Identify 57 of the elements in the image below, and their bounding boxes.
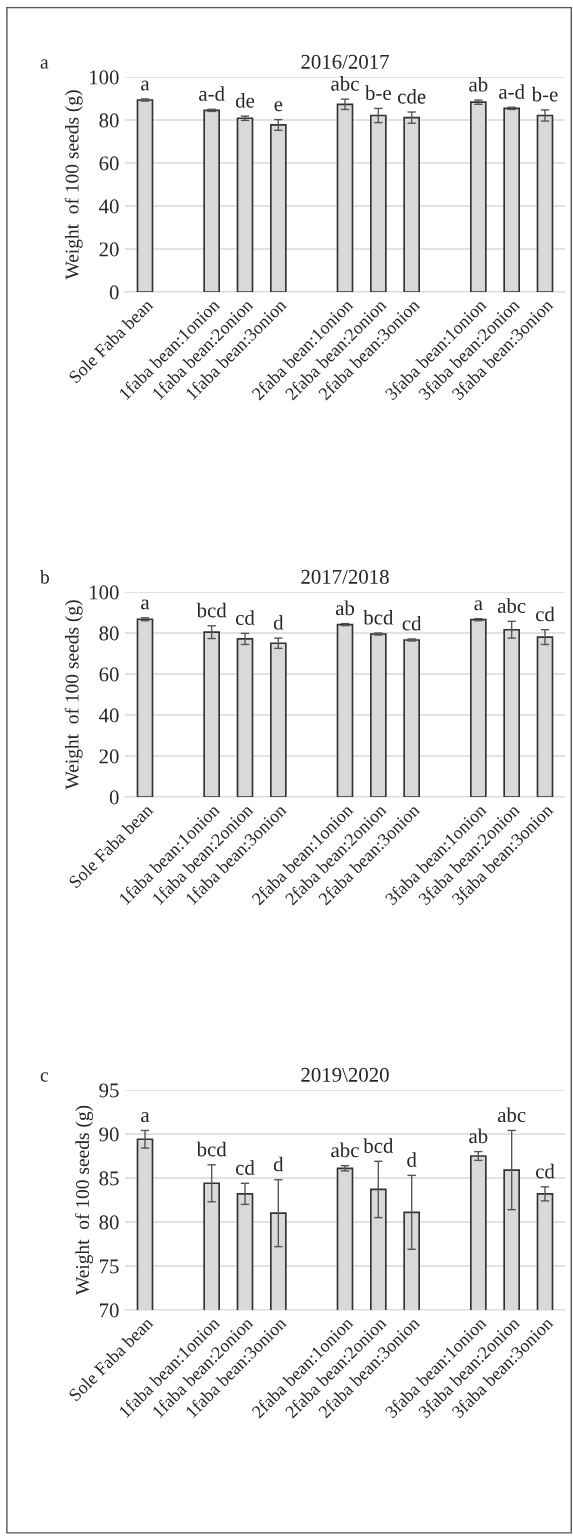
y-axis-title: Weight of 100 seeds (g)	[64, 90, 83, 280]
data-label: cd	[535, 1163, 555, 1179]
y-tick-label: 40	[99, 708, 119, 723]
y-tick-label: 100	[90, 70, 119, 85]
data-label: a	[141, 80, 150, 91]
text: a	[40, 59, 49, 69]
data-label: b-e	[531, 86, 558, 102]
y-tick-label: 95	[99, 1083, 119, 1098]
data-label: e	[274, 101, 283, 112]
y-tick-label: 40	[99, 199, 119, 214]
data-label: cd	[535, 606, 555, 622]
y-tick-label: 85	[99, 1171, 119, 1186]
data-label: bcd	[363, 1138, 394, 1153]
data-label: d	[407, 1152, 417, 1167]
y-tick-label: 20	[99, 242, 119, 257]
chart-title: 2016/2017	[301, 54, 389, 69]
data-label: a	[474, 600, 483, 611]
data-label: abc	[497, 1107, 526, 1123]
text: b	[40, 570, 49, 584]
data-label: a-d	[199, 86, 225, 101]
data-label: d	[273, 1156, 284, 1172]
y-tick-label: 90	[99, 1127, 119, 1142]
data-label: cd	[402, 615, 422, 631]
data-label: b-e	[365, 85, 391, 100]
y-tick-label: 70	[99, 1303, 119, 1318]
y-tick-label: 60	[99, 667, 119, 682]
y-tick-label: 75	[99, 1259, 119, 1274]
data-label: abc	[331, 76, 359, 91]
y-tick-label: 80	[99, 113, 119, 128]
data-label: bcd	[196, 1141, 227, 1157]
data-label: bcd	[196, 602, 227, 618]
data-label: cd	[235, 1160, 255, 1175]
y-tick-label: 80	[99, 1215, 119, 1230]
y-tick-label: 0	[109, 790, 119, 805]
y-tick-label: 100	[90, 585, 119, 600]
chart-title: 2017/2018	[301, 569, 389, 584]
data-label: cde	[398, 88, 426, 104]
data-label: bcd	[363, 609, 394, 625]
data-label: abc	[331, 1142, 359, 1158]
y-axis-title: Weight of 100 seeds (g)	[75, 1105, 94, 1296]
chart-title: 2019\2020	[301, 1067, 389, 1082]
data-label: a	[141, 599, 150, 610]
data-label: d	[273, 615, 284, 630]
data-label: de	[235, 93, 255, 108]
data-label: a	[141, 1112, 150, 1123]
y-tick-label: 0	[109, 285, 119, 300]
y-tick-label: 80	[99, 626, 119, 641]
y-tick-label: 60	[99, 156, 119, 171]
data-label: ab	[469, 1128, 488, 1144]
text: c	[40, 1072, 49, 1082]
data-label: ab	[335, 600, 355, 616]
y-tick-label: 20	[99, 749, 119, 764]
data-label: abc	[497, 598, 526, 613]
data-label: a-d	[499, 84, 525, 99]
data-label: cd	[235, 610, 255, 626]
y-axis-title: Weight of 100 seeds (g)	[64, 600, 83, 790]
data-label: ab	[469, 76, 488, 92]
